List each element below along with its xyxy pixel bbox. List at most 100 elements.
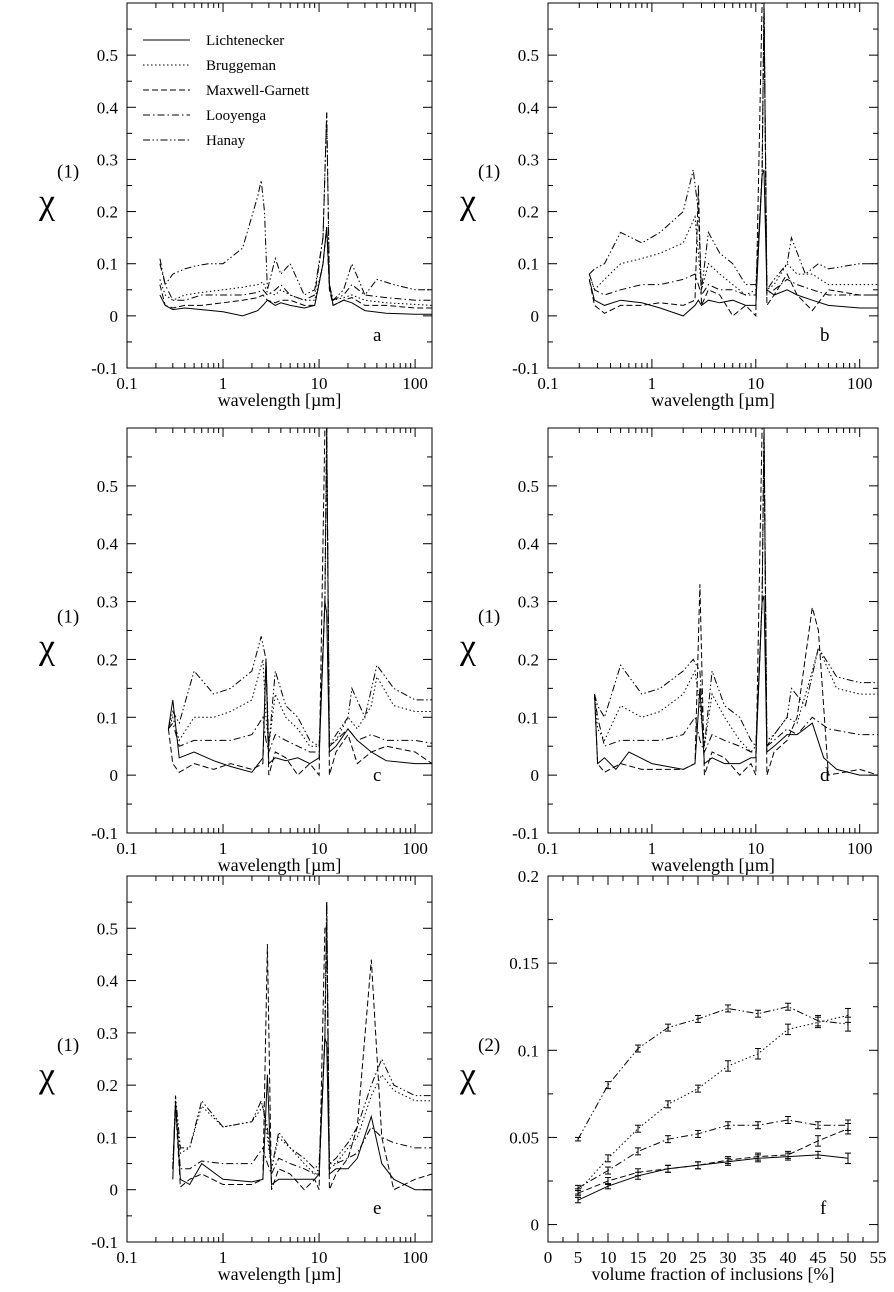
y-axis-label: χ — [459, 1055, 476, 1095]
y-tick-label: 0.5 — [97, 477, 118, 496]
y-tick-label: 0.5 — [97, 919, 118, 938]
legend-label: Hanay — [206, 133, 246, 149]
series-line-maxwell-garnett — [172, 927, 432, 1191]
panel-e: 0.1 1 10 100 -0.1 0 0.1 0.2 0.3 0.4 0.5 wavelength … — [38, 875, 433, 1284]
legend-label: Lichtenecker — [206, 33, 284, 49]
series-line-hanay — [594, 428, 878, 748]
panel-a: 0.1 1 10 100 -0.1 0 0.1 0.2 0.3 0.4 0.5 wavelength … — [38, 2, 433, 410]
series-line-lichtenecker — [588, 169, 878, 317]
y-tick-label: 0.2 — [518, 867, 539, 886]
y-tick-label: -0.1 — [512, 824, 539, 843]
x-tick-label: 1 — [648, 374, 657, 393]
series-line-maxwell-garnett — [594, 428, 878, 776]
y-axis-label-superscript: (2) — [478, 1035, 500, 1056]
y-axis-label-superscript: (1) — [478, 162, 500, 183]
y-tick-label: 0.2 — [518, 650, 539, 669]
y-tick-label: 0.4 — [518, 98, 540, 117]
series-line-bruggeman — [577, 1014, 849, 1192]
y-tick-label: 0.15 — [509, 954, 539, 973]
y-axis-label: χ — [38, 1055, 55, 1095]
y-tick-label: 0.4 — [518, 535, 540, 554]
series-line-maxwell-garnett — [577, 1128, 849, 1194]
series-line-lichtenecker — [159, 227, 432, 317]
series-line-looyenga — [588, 3, 878, 297]
x-tick-label: 10 — [747, 374, 764, 393]
x-tick-label: 1 — [219, 374, 228, 393]
x-tick-label: 35 — [750, 1248, 767, 1267]
series-line-lichtenecker — [594, 595, 878, 776]
y-tick-label: 0.05 — [509, 1128, 539, 1147]
x-tick-label: 25 — [690, 1248, 707, 1267]
y-axis-label-superscript: (1) — [57, 162, 79, 183]
x-tick-label: 5 — [574, 1248, 583, 1267]
y-tick-label: 0.2 — [97, 203, 118, 222]
x-tick-label: 45 — [810, 1248, 827, 1267]
x-axis-label: wavelength [µm] — [651, 855, 775, 875]
x-axis-label: wavelength [µm] — [218, 855, 342, 875]
x-tick-label: 1 — [219, 839, 228, 858]
series-line-lichtenecker — [172, 1037, 432, 1191]
y-axis-label: χ — [459, 182, 476, 222]
y-tick-label: 0 — [110, 307, 119, 326]
y-tick-label: 0.1 — [97, 1128, 118, 1147]
y-tick-label: 0.4 — [97, 972, 119, 991]
series-line-looyenga — [594, 428, 878, 754]
x-tick-label: 0 — [544, 1248, 553, 1267]
series-line-maxwell-garnett — [588, 3, 878, 318]
panel-label: c — [373, 765, 381, 786]
y-tick-label: 0.4 — [97, 98, 119, 117]
panel-label: d — [820, 765, 830, 786]
y-axis-label: χ — [459, 627, 476, 667]
panel-label: a — [373, 325, 382, 346]
x-tick-label: 0.1 — [116, 839, 137, 858]
plot-frame — [547, 875, 879, 1243]
y-tick-label: 0.1 — [518, 255, 539, 274]
y-axis-label-superscript: (1) — [57, 607, 79, 628]
series-line-bruggeman — [159, 227, 432, 306]
y-tick-label: 0 — [110, 1181, 119, 1200]
x-tick-label: 10 — [747, 839, 764, 858]
plot-frame — [547, 2, 879, 369]
y-tick-label: 0.3 — [518, 150, 539, 169]
series-line-maxwell-garnett — [159, 227, 432, 309]
y-tick-label: 0.2 — [518, 203, 539, 222]
series-line-bruggeman — [594, 428, 878, 753]
panel-label: e — [373, 1198, 381, 1219]
y-tick-label: 0.3 — [97, 1024, 118, 1043]
series-line-lichtenecker — [577, 1154, 849, 1201]
y-tick-label: 0.3 — [518, 593, 539, 612]
series-line-bruggeman — [588, 3, 878, 296]
x-tick-label: 0.1 — [537, 839, 558, 858]
x-tick-label: 50 — [840, 1248, 857, 1267]
legend-label: Maxwell-Garnett — [206, 83, 310, 99]
x-tick-label: 0.1 — [116, 1248, 137, 1267]
y-tick-label: 0 — [531, 1216, 540, 1235]
y-axis-label: χ — [38, 627, 55, 667]
x-tick-label: 20 — [660, 1248, 677, 1267]
series-line-looyenga — [172, 902, 432, 1176]
plot-frame — [126, 875, 433, 1243]
y-tick-label: 0.1 — [97, 255, 118, 274]
legend-label: Bruggeman — [206, 58, 276, 74]
x-tick-label: 100 — [847, 374, 873, 393]
y-tick-label: 0 — [531, 766, 540, 785]
plot-frame — [126, 427, 433, 834]
x-tick-label: 30 — [720, 1248, 737, 1267]
series-line-looyenga — [577, 1119, 848, 1189]
y-tick-label: -0.1 — [512, 359, 539, 378]
x-axis-label: wavelength [µm] — [651, 390, 775, 410]
x-tick-label: 100 — [402, 1248, 428, 1267]
y-axis-label-superscript: (1) — [478, 607, 500, 628]
x-tick-label: 1 — [219, 1248, 228, 1267]
y-tick-label: 0.3 — [97, 150, 118, 169]
x-axis-label: volume fraction of inclusions [%] — [592, 1264, 835, 1284]
x-axis-label: wavelength [µm] — [218, 1264, 342, 1284]
x-tick-label: 10 — [311, 839, 328, 858]
series-line-hanay — [172, 902, 432, 1170]
y-tick-label: 0.1 — [518, 708, 539, 727]
series-line-hanay — [167, 428, 432, 749]
x-tick-label: 1 — [648, 839, 657, 858]
y-tick-label: 0.1 — [97, 708, 118, 727]
y-tick-label: 0 — [110, 766, 119, 785]
